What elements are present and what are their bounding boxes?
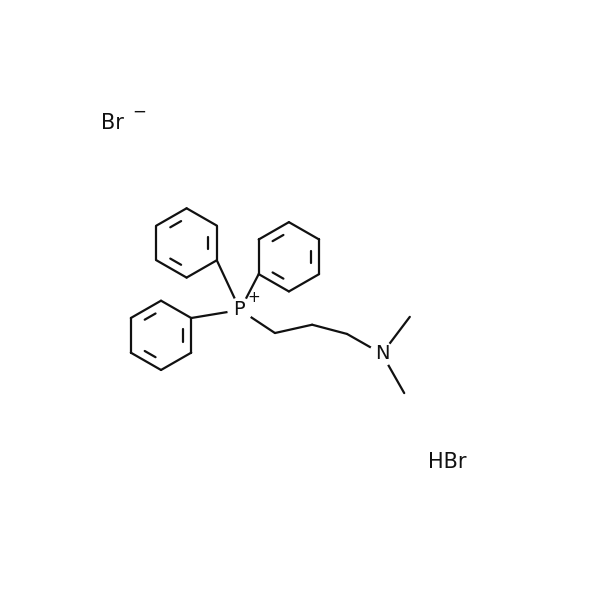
- Circle shape: [228, 298, 252, 322]
- Text: +: +: [248, 290, 260, 305]
- Text: Br: Br: [101, 113, 124, 133]
- Circle shape: [370, 342, 394, 366]
- Text: −: −: [132, 102, 146, 120]
- Text: N: N: [374, 344, 389, 364]
- Text: P: P: [233, 301, 244, 319]
- Text: HBr: HBr: [428, 452, 467, 472]
